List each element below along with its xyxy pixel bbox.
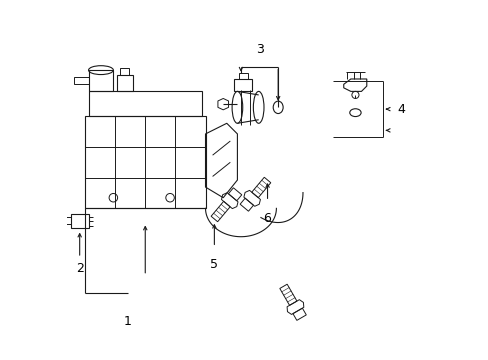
Text: 3: 3 bbox=[255, 43, 263, 56]
Bar bbox=[71, 214, 88, 228]
Text: 2: 2 bbox=[76, 262, 83, 275]
Text: 5: 5 bbox=[210, 258, 218, 271]
Bar bbox=[120, 68, 129, 76]
Bar bbox=[239, 73, 247, 79]
Bar bbox=[74, 77, 88, 84]
Bar bbox=[88, 70, 113, 91]
Bar bbox=[88, 91, 202, 116]
Bar bbox=[233, 79, 251, 91]
Text: 1: 1 bbox=[123, 315, 131, 328]
Text: 4: 4 bbox=[396, 103, 404, 116]
Bar bbox=[85, 116, 205, 208]
Bar bbox=[66, 217, 71, 224]
Bar bbox=[117, 76, 133, 91]
Text: 6: 6 bbox=[263, 212, 271, 225]
